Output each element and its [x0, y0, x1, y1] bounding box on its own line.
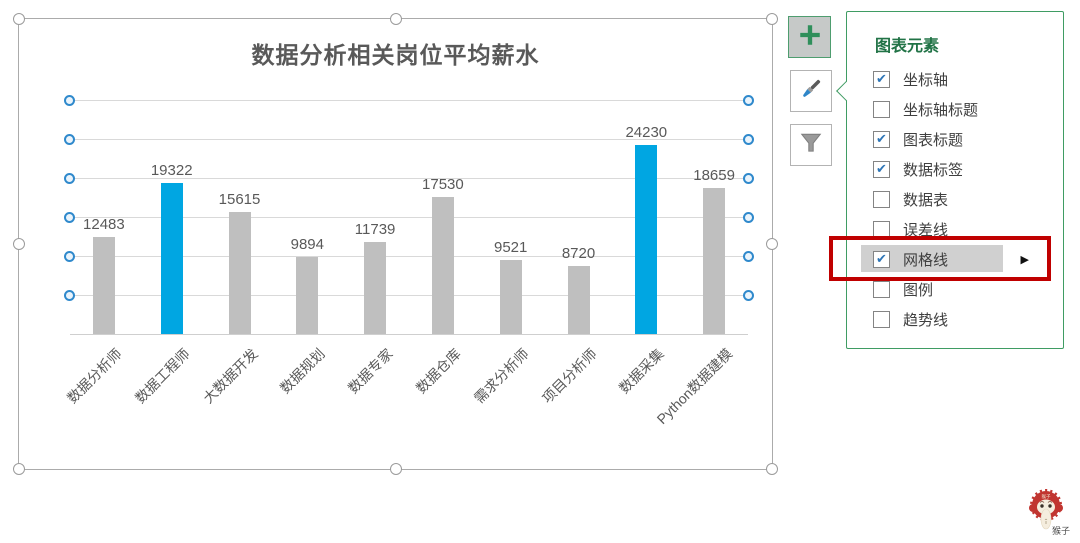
chart-element-item-gridlines[interactable]: ✔ 网格线 ▶: [847, 244, 1063, 274]
selection-handle-middle-right[interactable]: [766, 238, 778, 250]
trendline-checkbox[interactable]: [873, 310, 890, 328]
data-table-label[interactable]: 数据表: [903, 191, 949, 209]
data-label-7: 8720: [561, 244, 596, 262]
data-labels-label[interactable]: 数据标签: [903, 161, 964, 179]
data-label-6: 9521: [494, 238, 528, 256]
chart-styles-button[interactable]: [790, 70, 832, 112]
selection-handle-top-middle[interactable]: [389, 13, 402, 25]
gridline-25000: [70, 139, 748, 140]
annotation-red-box: [829, 236, 1051, 281]
data-label-5: 17530: [422, 176, 464, 194]
data-label-8: 24230: [625, 124, 668, 141]
data-label-3: 9894: [290, 235, 324, 253]
gridline-handle-left-25000[interactable]: [64, 134, 75, 145]
axis-titles-label[interactable]: 坐标轴标题: [903, 101, 979, 119]
gridlines-checkbox[interactable]: ✔: [873, 250, 890, 268]
gridline-handle-right-15000[interactable]: [743, 212, 754, 223]
chart-title-checkbox[interactable]: ✔: [873, 130, 890, 148]
gridline-handle-left-30000[interactable]: [64, 95, 75, 106]
gridline-handle-left-20000[interactable]: [64, 173, 75, 184]
svg-text:猴子: 猴子: [1042, 493, 1051, 500]
bar-0[interactable]: [92, 236, 115, 334]
axes-label[interactable]: 坐标轴: [903, 71, 949, 89]
selection-handle-top-right[interactable]: [766, 13, 778, 25]
legend-label[interactable]: 图例: [903, 281, 934, 299]
selection-handle-bottom-left[interactable]: [13, 463, 25, 475]
bar-9[interactable]: [703, 188, 726, 334]
gridline-handle-right-5000[interactable]: [743, 290, 754, 301]
error-bars-label[interactable]: 误差线: [903, 221, 949, 239]
bar-7[interactable]: [567, 265, 590, 334]
data-labels-checkbox[interactable]: ✔: [873, 160, 890, 178]
data-label-1: 19322: [150, 162, 193, 180]
chart-selection-frame: [13, 13, 778, 475]
filter-icon: [798, 130, 824, 161]
bar-6[interactable]: [499, 259, 522, 334]
gridline-20000: [70, 178, 748, 179]
gridline-handle-left-10000[interactable]: [64, 251, 75, 262]
gridline-5000: [70, 295, 748, 296]
gridlines-label[interactable]: 网格线: [903, 251, 949, 269]
x-axis-line: [70, 334, 748, 335]
data-label-0: 12483: [83, 215, 125, 233]
bar-1[interactable]: [160, 183, 183, 334]
chart-elements-button[interactable]: [788, 16, 831, 58]
axis-titles-checkbox[interactable]: [873, 100, 890, 118]
selection-handle-top-left[interactable]: [13, 13, 25, 25]
submenu-arrow-icon[interactable]: ▶: [1020, 253, 1029, 266]
chart-element-item-trendline[interactable]: 趋势线: [847, 304, 1063, 334]
selection-handle-middle-left[interactable]: [13, 238, 25, 250]
panel-items: ✔ 坐标轴坐标轴标题 ✔ 图表标题 ✔ 数据标签数据表误差线 ✔ 网格线 ▶ 图例趋势线: [847, 64, 1063, 334]
chart-title[interactable]: 数据分析相关岗位平均薪水: [251, 42, 540, 68]
gridline-10000: [70, 256, 748, 257]
chart-filters-button[interactable]: [790, 124, 832, 166]
gridline-30000: [70, 100, 748, 101]
gridline-handle-left-15000[interactable]: [64, 212, 75, 223]
bar-8[interactable]: [635, 145, 658, 334]
chart-element-item-legend[interactable]: 图例: [847, 274, 1063, 304]
bar-3[interactable]: [296, 256, 319, 334]
chart-elements-panel: 图表元素 ✔ 坐标轴坐标轴标题 ✔ 图表标题 ✔ 数据标签数据表误差线 ✔ 网格线 ▶ 图例趋势线: [836, 11, 1064, 349]
chart-element-item-axis-titles[interactable]: 坐标轴标题: [847, 94, 1063, 124]
gridline-handle-right-30000[interactable]: [743, 95, 754, 106]
chart-title-label[interactable]: 图表标题: [903, 131, 964, 149]
bar-2[interactable]: [228, 212, 251, 334]
gridline-handle-right-25000[interactable]: [743, 134, 754, 145]
data-label-2: 15615: [218, 191, 261, 209]
watermark: 猴子 猴子: [1026, 486, 1078, 538]
bar-4[interactable]: [364, 242, 387, 334]
chart-element-item-chart-title[interactable]: ✔ 图表标题: [847, 124, 1063, 154]
chart-element-item-data-labels[interactable]: ✔ 数据标签: [847, 154, 1063, 184]
gridline-handle-left-5000[interactable]: [64, 290, 75, 301]
data-label-9: 18659: [693, 167, 735, 185]
plus-icon: [797, 22, 823, 53]
data-table-checkbox[interactable]: [873, 190, 890, 208]
watermark-label: 猴子: [1052, 526, 1071, 536]
axes-checkbox[interactable]: ✔: [873, 70, 890, 88]
data-label-4: 11739: [354, 221, 396, 239]
chart-element-item-error-bars[interactable]: 误差线: [847, 214, 1063, 244]
trendline-label[interactable]: 趋势线: [903, 311, 949, 329]
bar-5[interactable]: [431, 197, 454, 334]
legend-checkbox[interactable]: [873, 280, 890, 298]
panel-header: 图表元素: [875, 38, 940, 55]
gridline-15000: [70, 217, 748, 218]
selection-handle-bottom-right[interactable]: [766, 463, 778, 475]
chart-element-item-axes[interactable]: ✔ 坐标轴: [847, 64, 1063, 94]
error-bars-checkbox[interactable]: [873, 220, 890, 238]
monkey-logo-icon: 猴子: [1026, 489, 1066, 540]
gridline-handle-right-10000[interactable]: [743, 251, 754, 262]
selection-handle-bottom-middle[interactable]: [389, 463, 402, 475]
paintbrush-icon: [798, 76, 824, 107]
gridline-handle-right-20000[interactable]: [743, 173, 754, 184]
chart-element-item-data-table[interactable]: 数据表: [847, 184, 1063, 214]
